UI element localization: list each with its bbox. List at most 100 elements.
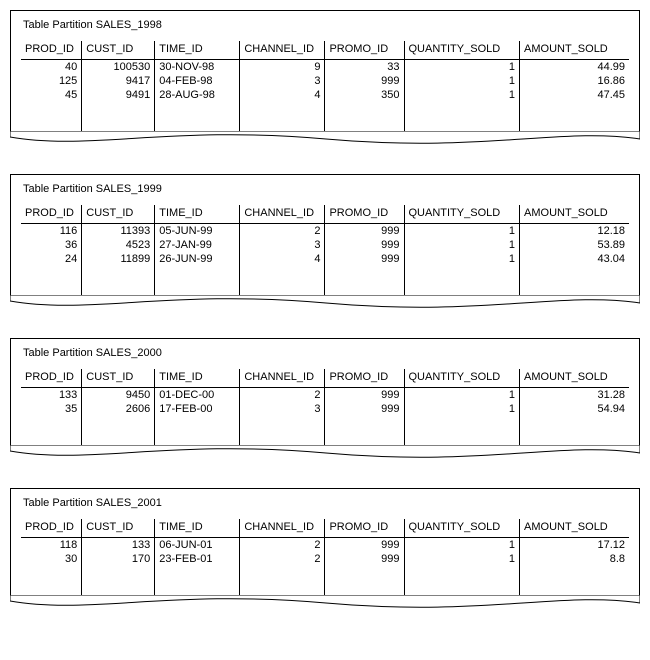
cell-prod_id: 133: [21, 388, 82, 403]
cell-promo_id: 999: [325, 552, 404, 566]
cell-amount_sold: 43.04: [520, 252, 629, 266]
column-header-channel_id: CHANNEL_ID: [240, 519, 325, 538]
table-row: 35260617-FEB-003999154.94: [21, 402, 629, 416]
column-header-quantity_sold: QUANTITY_SOLD: [404, 519, 520, 538]
torn-edge: [10, 446, 640, 464]
partition: Table Partition SALES_1999PROD_IDCUST_ID…: [10, 174, 640, 314]
cell-promo_id: 999: [325, 238, 404, 252]
column-header-cust_id: CUST_ID: [82, 519, 155, 538]
cell-channel_id: 3: [240, 238, 325, 252]
column-header-amount_sold: AMOUNT_SOLD: [520, 205, 629, 224]
table-header-row: PROD_IDCUST_IDTIME_IDCHANNEL_IDPROMO_IDQ…: [21, 519, 629, 538]
torn-edge: [10, 296, 640, 314]
cell-channel_id: 2: [240, 538, 325, 553]
cell-time_id: 01-DEC-00: [155, 388, 240, 403]
cell-amount_sold: 47.45: [520, 88, 629, 102]
cell-time_id: 05-JUN-99: [155, 224, 240, 239]
cell-channel_id: 3: [240, 402, 325, 416]
column-header-promo_id: PROMO_ID: [325, 519, 404, 538]
cell-amount_sold: 54.94: [520, 402, 629, 416]
column-header-channel_id: CHANNEL_ID: [240, 369, 325, 388]
torn-edge: [10, 132, 640, 150]
cell-amount_sold: 17.12: [520, 538, 629, 553]
cell-channel_id: 2: [240, 388, 325, 403]
cell-time_id: 30-NOV-98: [155, 60, 240, 75]
partition-title: Table Partition SALES_2000: [23, 347, 629, 359]
cell-cust_id: 9450: [82, 388, 155, 403]
column-header-time_id: TIME_ID: [155, 205, 240, 224]
cell-amount_sold: 44.99: [520, 60, 629, 75]
table-header-row: PROD_IDCUST_IDTIME_IDCHANNEL_IDPROMO_IDQ…: [21, 369, 629, 388]
table-row: 125941704-FEB-983999116.86: [21, 74, 629, 88]
partition-box: Table Partition SALES_1998 PROD_IDCUST_ID…: [10, 10, 640, 132]
partition-table: PROD_IDCUST_IDTIME_IDCHANNEL_IDPROMO_IDQ…: [21, 519, 629, 596]
column-header-time_id: TIME_ID: [155, 41, 240, 60]
cell-time_id: 27-JAN-99: [155, 238, 240, 252]
table-row: 4010053030-NOV-98933144.99: [21, 60, 629, 75]
column-header-channel_id: CHANNEL_ID: [240, 41, 325, 60]
column-header-cust_id: CUST_ID: [82, 41, 155, 60]
cell-promo_id: 999: [325, 224, 404, 239]
cell-quantity_sold: 1: [404, 224, 520, 239]
cell-quantity_sold: 1: [404, 252, 520, 266]
column-header-amount_sold: AMOUNT_SOLD: [520, 369, 629, 388]
cell-quantity_sold: 1: [404, 88, 520, 102]
table-row: 11813306-JUN-012999117.12: [21, 538, 629, 553]
table-row: 1161139305-JUN-992999112.18: [21, 224, 629, 239]
cell-channel_id: 9: [240, 60, 325, 75]
cell-channel_id: 2: [240, 224, 325, 239]
cell-cust_id: 9417: [82, 74, 155, 88]
cell-prod_id: 24: [21, 252, 82, 266]
cell-time_id: 17-FEB-00: [155, 402, 240, 416]
column-header-amount_sold: AMOUNT_SOLD: [520, 41, 629, 60]
cell-promo_id: 999: [325, 388, 404, 403]
cell-cust_id: 11899: [82, 252, 155, 266]
partition-title: Table Partition SALES_2001: [23, 497, 629, 509]
table-row: 133945001-DEC-002999131.28: [21, 388, 629, 403]
cell-promo_id: 999: [325, 402, 404, 416]
cell-promo_id: 33: [325, 60, 404, 75]
partition-table: PROD_IDCUST_IDTIME_IDCHANNEL_IDPROMO_IDQ…: [21, 369, 629, 446]
cell-prod_id: 45: [21, 88, 82, 102]
cell-time_id: 23-FEB-01: [155, 552, 240, 566]
cell-quantity_sold: 1: [404, 60, 520, 75]
cell-cust_id: 100530: [82, 60, 155, 75]
cell-cust_id: 170: [82, 552, 155, 566]
partitions-container: Table Partition SALES_1998PROD_IDCUST_ID…: [10, 10, 640, 614]
cell-promo_id: 999: [325, 538, 404, 553]
table-spacer-row: [21, 566, 629, 596]
partition: Table Partition SALES_2001 PROD_IDCUST_ID…: [10, 488, 640, 614]
cell-cust_id: 9491: [82, 88, 155, 102]
cell-cust_id: 133: [82, 538, 155, 553]
cell-promo_id: 999: [325, 252, 404, 266]
cell-channel_id: 3: [240, 74, 325, 88]
cell-prod_id: 30: [21, 552, 82, 566]
cell-amount_sold: 16.86: [520, 74, 629, 88]
cell-quantity_sold: 1: [404, 74, 520, 88]
column-header-cust_id: CUST_ID: [82, 205, 155, 224]
column-header-amount_sold: AMOUNT_SOLD: [520, 519, 629, 538]
cell-promo_id: 999: [325, 74, 404, 88]
column-header-quantity_sold: QUANTITY_SOLD: [404, 41, 520, 60]
column-header-prod_id: PROD_ID: [21, 369, 82, 388]
cell-channel_id: 4: [240, 88, 325, 102]
table-row: 241189926-JUN-994999143.04: [21, 252, 629, 266]
table-row: 45949128-AUG-984350147.45: [21, 88, 629, 102]
column-header-time_id: TIME_ID: [155, 519, 240, 538]
partition-title: Table Partition SALES_1998: [23, 19, 629, 31]
cell-prod_id: 116: [21, 224, 82, 239]
table-header-row: PROD_IDCUST_IDTIME_IDCHANNEL_IDPROMO_IDQ…: [21, 41, 629, 60]
cell-prod_id: 36: [21, 238, 82, 252]
cell-time_id: 28-AUG-98: [155, 88, 240, 102]
cell-quantity_sold: 1: [404, 388, 520, 403]
table-spacer-row: [21, 266, 629, 296]
column-header-quantity_sold: QUANTITY_SOLD: [404, 205, 520, 224]
cell-time_id: 26-JUN-99: [155, 252, 240, 266]
table-spacer-row: [21, 416, 629, 446]
cell-cust_id: 4523: [82, 238, 155, 252]
column-header-promo_id: PROMO_ID: [325, 369, 404, 388]
cell-cust_id: 11393: [82, 224, 155, 239]
column-header-quantity_sold: QUANTITY_SOLD: [404, 369, 520, 388]
partition-title: Table Partition SALES_1999: [23, 183, 629, 195]
cell-amount_sold: 8.8: [520, 552, 629, 566]
